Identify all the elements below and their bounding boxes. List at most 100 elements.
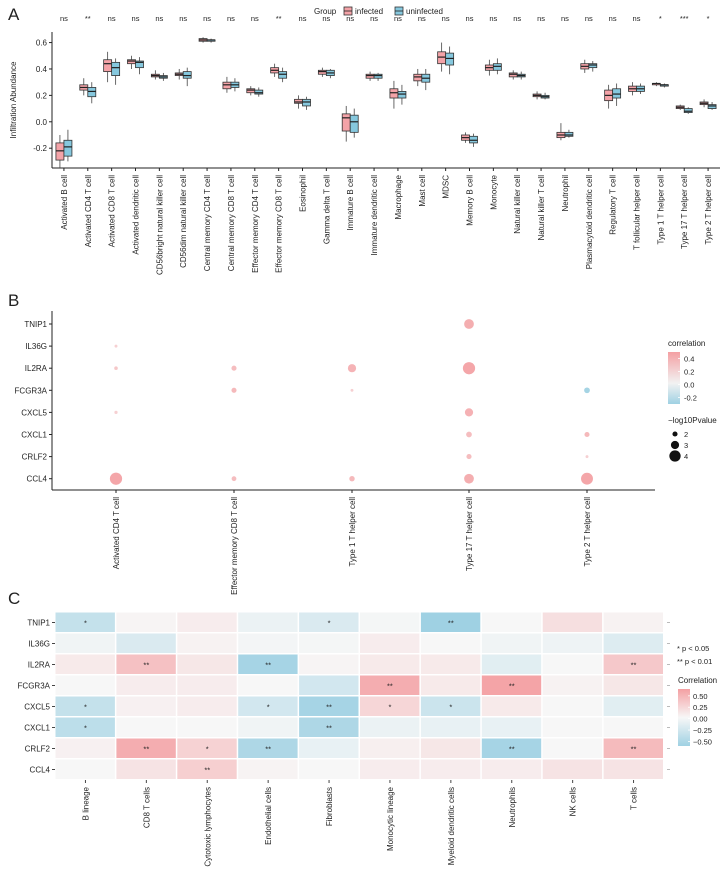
cell-annotation: * <box>388 703 391 712</box>
box-uninfected-regulatory-t-cell <box>612 88 622 99</box>
x-tick-label-nk-cells: NK cells <box>569 787 578 816</box>
heatmap-cell-tnip1-monocytic-lineage <box>360 612 420 632</box>
color-legend-label: -0.2 <box>684 394 697 403</box>
heatmap-cell-ccl4-t-cells <box>603 759 663 779</box>
x-tick-label-b-lineage: B lineage <box>81 786 90 820</box>
heatmap-cell-cxcl1-monocytic-lineage <box>360 717 420 737</box>
y-tick-label-cxcl1: CXCL1 <box>24 724 50 733</box>
heatmap-cell-cxcl5-endothelial-cells <box>238 696 298 716</box>
x-tick-label-mast-cell: Mast cell <box>418 175 427 207</box>
y-tick-label-il2ra: IL2RA <box>28 661 51 670</box>
heatmap-cell-ccl4-monocytic-lineage <box>360 759 420 779</box>
significance-legend-entry: ** p < 0.01 <box>677 657 712 666</box>
x-tick-label-t-follicular-helper-cell: T follicular helper cell <box>633 175 642 250</box>
heatmap-cell-ccl4-b-lineage <box>55 759 115 779</box>
x-tick-label-cd8-t-cells: CD8 T cells <box>142 787 151 828</box>
x-tick-label-monocyte: Monocyte <box>489 174 498 209</box>
box-uninfected-plasmacytoid-dendritic-cell <box>588 63 598 69</box>
heatmap-cell-fcgr3a-b-lineage <box>55 675 115 695</box>
dot-il36g-activated-cd4-t-cell <box>114 344 118 348</box>
box-infected-macrophage <box>389 88 399 99</box>
x-tick-label-fibroblasts: Fibroblasts <box>325 787 334 826</box>
box-uninfected-activated-cd8-t-cell <box>111 61 121 76</box>
cell-annotation: ** <box>509 682 515 691</box>
cell-annotation: * <box>328 619 331 628</box>
heatmap-cell-il2ra-nk-cells <box>542 654 603 674</box>
heatmap-cell-il36g-nk-cells <box>542 633 603 653</box>
size-legend-title: −log10Pvalue <box>668 416 717 425</box>
heatmap-cell-cxcl5-myeloid-dendritic-cells <box>420 696 481 716</box>
x-tick-label-macrophage: Macrophage <box>394 174 403 219</box>
heatmap-cell-il36g-b-lineage <box>55 633 115 653</box>
dot-fcgr3a-type-1-t-helper-cell <box>350 388 354 392</box>
x-tick-label-immature-dendritic-cell: Immature dendritic cell <box>370 175 379 256</box>
y-tick-label-ccl4: CCL4 <box>30 766 51 775</box>
box-uninfected-activated-dendritic-cell <box>135 60 144 69</box>
cell-annotation: ** <box>387 682 393 691</box>
size-legend-label: 3 <box>684 441 688 450</box>
cell-annotation: ** <box>143 661 149 670</box>
heatmap-cell-fcgr3a-fibroblasts <box>299 675 359 695</box>
x-tick-label-gamma-delta-t-cell: Gamma delta T cell <box>322 175 331 244</box>
panel-a-boxplot: -0.2 0.0 0.2 0.4 0.6 Infiltration Abundance Ac… <box>9 6 720 275</box>
y-tick-label-fcgr3a: FCGR3A <box>15 386 48 395</box>
dot-cxcl1-type-2-t-helper-cell <box>584 431 590 438</box>
x-tick-label-cd56bright-natural-killer-cell: CD56bright natural killer cell <box>155 175 164 275</box>
cell-annotation: ** <box>265 661 271 670</box>
significance-label: ns <box>179 14 187 23</box>
y-tick-label-tnip1: TNIP1 <box>27 619 50 628</box>
heatmap-cell-tnip1-neutrophils <box>481 612 542 632</box>
heatmap-cell-cxcl5-nk-cells <box>542 696 603 716</box>
y-tick-label: -0.2 <box>33 144 47 153</box>
box-infected-activated-b-cell <box>55 142 65 161</box>
significance-label: ns <box>132 14 140 23</box>
color-legend-label: 0.4 <box>684 355 694 364</box>
x-tick-label-type-17-t-helper-cell: Type 17 T helper cell <box>465 497 474 571</box>
cell-annotation: * <box>84 619 87 628</box>
box-infected-central-memory-cd8-t-cell <box>222 81 232 90</box>
x-tick-label-natural-killer-t-cell: Natural killer T cell <box>537 175 546 241</box>
x-tick-label-neutrophil: Neutrophil <box>561 175 570 212</box>
heatmap-cell-cxcl1-cd8-t-cells <box>116 717 176 737</box>
y-tick-label: 0.2 <box>36 91 48 100</box>
significance-label: *** <box>680 14 689 23</box>
x-tick-label-central-memory-cd8-t-cell: Central memory CD8 T cell <box>227 175 236 271</box>
cell-annotation: * <box>84 703 87 712</box>
heatmap-cell-il2ra-monocytic-lineage <box>360 654 420 674</box>
heatmap-cell-il36g-monocytic-lineage <box>360 633 420 653</box>
heatmap-cell-cxcl5-cytotoxic-lymphocytes <box>177 696 237 716</box>
significance-label: ns <box>418 14 426 23</box>
heatmap-cell-ccl4-cytotoxic-lymphocytes <box>177 759 237 779</box>
box-uninfected-immature-dendritic-cell <box>373 73 383 79</box>
heatmap-cell-ccl4-myeloid-dendritic-cells <box>420 759 481 779</box>
y-tick-label-il36g: IL36G <box>25 342 47 351</box>
heatmap-cell-il36g-t-cells <box>603 633 663 653</box>
x-tick-label-cytotoxic-lymphocytes: Cytotoxic lymphocytes <box>203 787 212 867</box>
significance-label: ns <box>322 14 330 23</box>
dot-ccl4-type-2-t-helper-cell <box>581 472 593 485</box>
heatmap-cell-il2ra-myeloid-dendritic-cells <box>420 654 481 674</box>
cell-annotation: * <box>206 745 209 754</box>
cell-annotation: * <box>84 724 87 733</box>
x-tick-label-central-memory-cd4-t-cell: Central memory CD4 T cell <box>203 175 212 271</box>
x-tick-label-regulatory-t-cell: Regulatory T cell <box>609 175 618 235</box>
heatmap-cell-cxcl1-nk-cells <box>542 717 603 737</box>
x-tick-label-neutrophils: Neutrophils <box>508 787 517 827</box>
heatmap-cell-cxcl1-myeloid-dendritic-cells <box>420 717 481 737</box>
panel-c-label: C <box>8 589 20 608</box>
x-tick-label-activated-cd8-t-cell: Activated CD8 T cell <box>108 175 117 247</box>
cell-annotation: * <box>267 703 270 712</box>
box-uninfected-effector-memory-cd4-t-cell <box>254 89 264 95</box>
box-uninfected-eosinophil <box>302 98 311 107</box>
heatmap-cell-fcgr3a-cytotoxic-lymphocytes <box>177 675 237 695</box>
heatmap-cell-fcgr3a-myeloid-dendritic-cells <box>420 675 481 695</box>
y-tick-label-crlf2: CRLF2 <box>25 745 51 754</box>
heatmap-cell-il2ra-t-cells <box>603 654 663 674</box>
y-tick-label-cxcl5: CXCL5 <box>24 703 50 712</box>
x-tick-label-activated-b-cell: Activated B cell <box>60 175 69 230</box>
dot-crlf2-type-2-t-helper-cell <box>585 455 589 459</box>
x-tick-label-natural-killer-cell: Natural killer cell <box>513 175 522 234</box>
significance-label: ns <box>227 14 235 23</box>
color-legend-title: correlation <box>668 339 705 348</box>
legend-title: Group <box>314 7 337 16</box>
